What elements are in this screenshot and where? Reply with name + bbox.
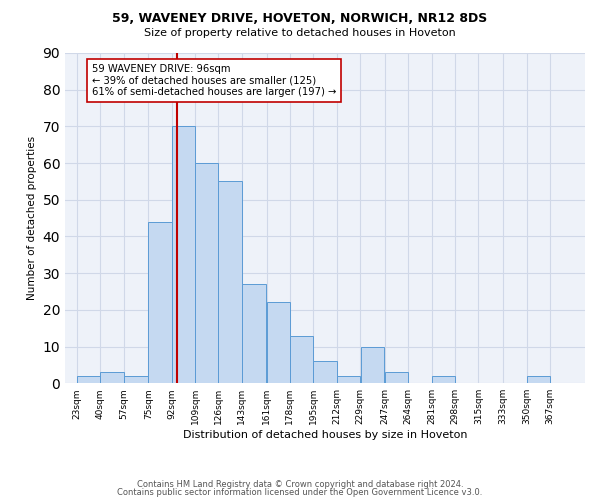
- Text: Size of property relative to detached houses in Hoveton: Size of property relative to detached ho…: [144, 28, 456, 38]
- Text: 59, WAVENEY DRIVE, HOVETON, NORWICH, NR12 8DS: 59, WAVENEY DRIVE, HOVETON, NORWICH, NR1…: [112, 12, 488, 26]
- Bar: [431, 376, 455, 383]
- X-axis label: Distribution of detached houses by size in Hoveton: Distribution of detached houses by size …: [183, 430, 467, 440]
- Text: 59 WAVENEY DRIVE: 96sqm
← 39% of detached houses are smaller (125)
61% of semi-d: 59 WAVENEY DRIVE: 96sqm ← 39% of detache…: [92, 64, 336, 97]
- Bar: [527, 376, 550, 383]
- Bar: [77, 376, 100, 383]
- Bar: [313, 361, 337, 383]
- Bar: [148, 222, 172, 383]
- Bar: [266, 302, 290, 383]
- Bar: [218, 182, 242, 383]
- Bar: [124, 376, 148, 383]
- Text: Contains public sector information licensed under the Open Government Licence v3: Contains public sector information licen…: [118, 488, 482, 497]
- Bar: [172, 126, 195, 383]
- Y-axis label: Number of detached properties: Number of detached properties: [27, 136, 37, 300]
- Bar: [385, 372, 408, 383]
- Bar: [195, 163, 218, 383]
- Bar: [242, 284, 266, 383]
- Text: Contains HM Land Registry data © Crown copyright and database right 2024.: Contains HM Land Registry data © Crown c…: [137, 480, 463, 489]
- Bar: [290, 336, 313, 383]
- Bar: [361, 346, 384, 383]
- Bar: [337, 376, 360, 383]
- Bar: [100, 372, 124, 383]
